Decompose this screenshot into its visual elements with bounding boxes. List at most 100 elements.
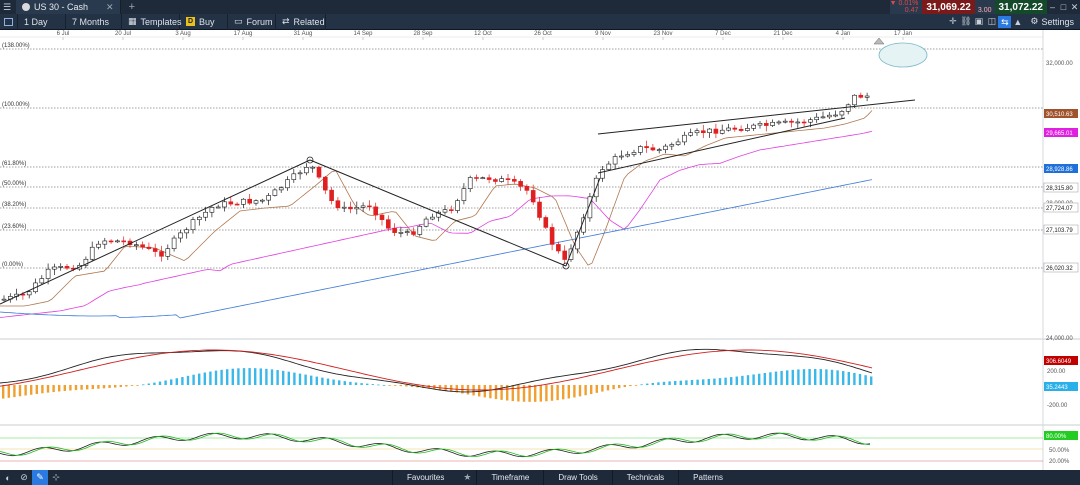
candle-body: [858, 94, 864, 98]
screenshot-icon[interactable]: ▣: [974, 16, 984, 26]
templates-button[interactable]: ▦ Templates: [122, 13, 182, 30]
macd-histogram-bar: [657, 382, 660, 385]
magnet-icon[interactable]: ⊹: [52, 472, 60, 482]
candle-body: [713, 128, 719, 134]
macd-histogram-bar: [349, 381, 352, 385]
link-icon[interactable]: ⛓: [960, 16, 972, 26]
candle-body: [52, 266, 57, 270]
macd-histogram-bar: [646, 383, 649, 385]
macd-histogram-bar: [170, 379, 173, 385]
chart-type-button[interactable]: [0, 13, 18, 30]
window-close-icon[interactable]: ✕: [1070, 1, 1079, 12]
macd-histogram-bar: [489, 385, 492, 399]
macd-histogram-bar: [343, 381, 346, 385]
candle-body: [121, 240, 126, 243]
macd-histogram-bar: [91, 385, 94, 390]
settings-label: Settings: [1041, 16, 1074, 27]
candle-body: [455, 200, 460, 211]
y-axis-label: 32,000.00: [1046, 61, 1073, 67]
candle-body: [341, 206, 347, 209]
candle-body: [411, 231, 416, 235]
tab-favourites[interactable]: Favourites: [392, 470, 458, 485]
macd-histogram-bar: [388, 385, 391, 386]
related-button[interactable]: ⇄ Related: [276, 13, 326, 30]
candle-body: [726, 127, 731, 131]
interval-selector[interactable]: 1 Day: [18, 13, 66, 30]
macd-histogram-bar: [556, 385, 559, 401]
tab-title: US 30 - Cash: [34, 2, 89, 12]
candle-body: [845, 104, 851, 112]
crosshair-icon[interactable]: ✛: [949, 16, 957, 26]
candle-body: [763, 123, 769, 126]
candle-body: [556, 244, 561, 252]
drawn-trendlines[interactable]: [0, 37, 928, 305]
settings-button[interactable]: ⚙ Settings: [1024, 16, 1080, 27]
candle-body: [600, 169, 605, 179]
candle-body: [234, 203, 240, 206]
macd-histogram-bar: [220, 369, 223, 385]
price-tag: [1043, 224, 1079, 235]
candle-body: [745, 128, 750, 131]
compare-icon[interactable]: ⇆: [998, 15, 1012, 28]
sell-price-button[interactable]: 31,069.22: [922, 0, 975, 14]
trendline-anchor: [562, 262, 570, 270]
macd-histogram-bar: [735, 376, 738, 385]
macd-tag: [1044, 356, 1078, 365]
macd-histogram-bar: [769, 372, 772, 385]
macd-histogram-bar: [18, 385, 22, 397]
x-axis-label: 17 Jan: [894, 31, 912, 37]
maximize-icon[interactable]: □: [1060, 2, 1067, 12]
instrument-tab[interactable]: US 30 - Cash ✕: [16, 0, 121, 14]
alert-icon[interactable]: ▲: [1013, 16, 1023, 27]
candle-body: [833, 114, 838, 117]
candle-body: [839, 111, 845, 116]
tab-patterns[interactable]: Patterns: [678, 470, 737, 485]
chart-type-icon: [4, 17, 13, 26]
candle-body: [625, 154, 631, 157]
buy-button[interactable]: D Buy: [180, 13, 228, 30]
candle-body: [587, 196, 593, 219]
pencil-icon[interactable]: ✎: [32, 470, 48, 485]
bottom-toolbar: ◐ ⊘ ✎ ⊹ Favourites ★ Timeframe Draw Tool…: [0, 470, 1080, 485]
candle-body: [423, 218, 429, 227]
status-icon[interactable]: ◐: [5, 472, 11, 483]
menu-icon[interactable]: ☰: [2, 1, 12, 12]
macd-histogram-bar: [786, 370, 789, 385]
chart-canvas[interactable]: (138.00%) (100.00%) (61.80%) (50.00%) (38.20…: [0, 30, 1080, 470]
star-icon[interactable]: ★: [463, 472, 472, 482]
macd-histogram-bar: [192, 374, 195, 385]
range-selector[interactable]: 7 Months: [66, 13, 122, 30]
macd-histogram-bar: [674, 381, 677, 385]
close-tab-icon[interactable]: ✕: [106, 1, 114, 12]
chart-grid: [0, 30, 1080, 470]
candle-body: [606, 163, 612, 170]
tab-technicals[interactable]: Technicals: [611, 470, 678, 485]
macd-histogram-bar: [209, 371, 212, 385]
macd-histogram-bar: [634, 385, 638, 386]
candle-body: [669, 144, 675, 147]
no-entry-icon[interactable]: ⊘: [20, 472, 28, 482]
layers-icon[interactable]: ◫: [987, 16, 997, 26]
candle-body: [417, 225, 423, 235]
minimize-icon[interactable]: –: [1049, 2, 1055, 12]
price-chart[interactable]: (138.00%) (100.00%) (61.80%) (50.00%) (38.20…: [0, 30, 1080, 470]
tab-timeframe[interactable]: Timeframe: [476, 470, 543, 485]
candle-body: [814, 116, 820, 121]
macd-histogram-bar: [382, 384, 386, 386]
add-tab-icon[interactable]: +: [128, 1, 136, 13]
tab-draw-tools[interactable]: Draw Tools: [543, 470, 611, 485]
candle-body: [304, 167, 309, 174]
macd-histogram-bar: [130, 385, 134, 386]
macd-histogram-bar: [612, 385, 615, 390]
macd-histogram-bar: [237, 368, 240, 385]
y-axis-label: 24,000.00: [1046, 336, 1073, 342]
buy-price-button[interactable]: 31,072.22: [994, 0, 1047, 14]
candle-body: [266, 195, 271, 201]
candle-body: [808, 119, 813, 123]
price-tag: [1044, 128, 1078, 137]
trendline-up-2: [565, 177, 601, 267]
forum-button[interactable]: ▭ Forum: [228, 13, 276, 30]
candle-body: [404, 231, 410, 233]
candle-body: [493, 179, 498, 182]
macd-histogram-bar: [108, 385, 111, 388]
